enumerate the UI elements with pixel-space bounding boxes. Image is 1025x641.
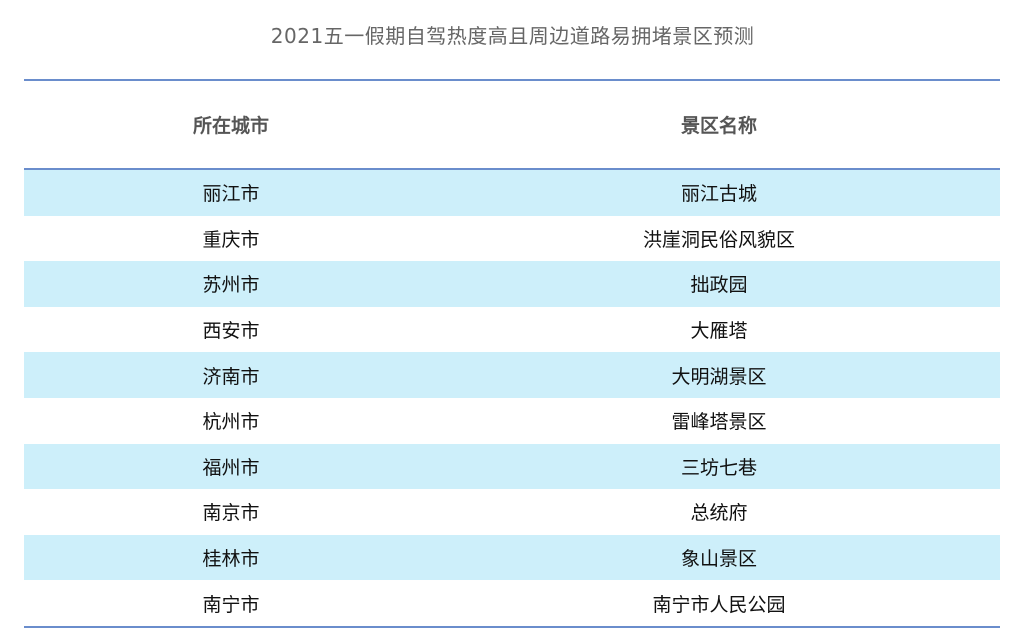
table-row: 桂林市 象山景区 — [24, 534, 1000, 581]
table-row: 苏州市 拙政园 — [24, 261, 1000, 307]
page-title: 2021五一假期自驾热度高且周边道路易拥堵景区预测 — [270, 24, 755, 48]
city-cell: 丽江市 — [24, 169, 438, 216]
table-row: 丽江市 丽江古城 — [24, 169, 1000, 216]
table-row: 南京市 总统府 — [24, 489, 1000, 535]
scenic-spot-cell: 洪崖洞民俗风貌区 — [642, 228, 795, 251]
scenic-spot-cell: 总统府 — [690, 502, 748, 525]
header-row: 所在城市 景区名称 — [24, 80, 1000, 170]
table-row: 福州市 三坊七巷 — [24, 443, 1000, 490]
scenic-spot-cell: 三坊七巷 — [438, 443, 1000, 490]
scenic-spot-cell: 大明湖景区 — [438, 352, 1000, 398]
city-cell: 杭州市 — [202, 411, 260, 434]
scenic-spot-cell: 丽江古城 — [438, 169, 1000, 216]
city-cell: 苏州市 — [24, 261, 438, 307]
table-row: 济南市 大明湖景区 — [24, 352, 1000, 398]
scenic-spot-cell: 大雁塔 — [690, 320, 748, 343]
scenic-spot-cell: 南宁市人民公园 — [652, 593, 786, 616]
city-cell: 重庆市 — [202, 228, 260, 251]
table-row: 西安市 大雁塔 — [24, 307, 1000, 353]
table-row: 杭州市 雷峰塔景区 — [24, 398, 1000, 444]
header-scenic-spot: 景区名称 — [438, 80, 1000, 170]
city-cell: 济南市 — [24, 352, 438, 398]
city-cell: 南京市 — [202, 502, 260, 525]
scenic-spot-cell: 雷峰塔景区 — [671, 411, 767, 434]
scenic-table: 所在城市 景区名称 丽江市 丽江古城重庆市 洪崖洞民俗风貌区苏州市 拙政园西安市 大雁塔… — [24, 79, 1000, 628]
scenic-spot-cell: 象山景区 — [438, 534, 1000, 581]
header-city: 所在城市 — [24, 80, 438, 170]
scenic-spot-cell: 拙政园 — [438, 261, 1000, 307]
city-cell: 南宁市 — [202, 593, 260, 616]
city-cell: 西安市 — [202, 320, 260, 343]
city-cell: 福州市 — [24, 443, 438, 490]
city-cell: 桂林市 — [24, 534, 438, 581]
table-row: 重庆市 洪崖洞民俗风貌区 — [24, 216, 1000, 262]
table-row: 南宁市 南宁市人民公园 — [24, 580, 1000, 627]
